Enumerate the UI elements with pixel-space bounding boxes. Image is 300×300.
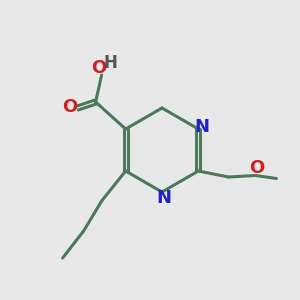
Text: N: N — [194, 118, 209, 136]
Text: H: H — [104, 54, 118, 72]
Text: O: O — [91, 58, 106, 76]
Text: O: O — [62, 98, 78, 116]
Text: O: O — [249, 159, 265, 177]
Text: N: N — [156, 189, 171, 207]
